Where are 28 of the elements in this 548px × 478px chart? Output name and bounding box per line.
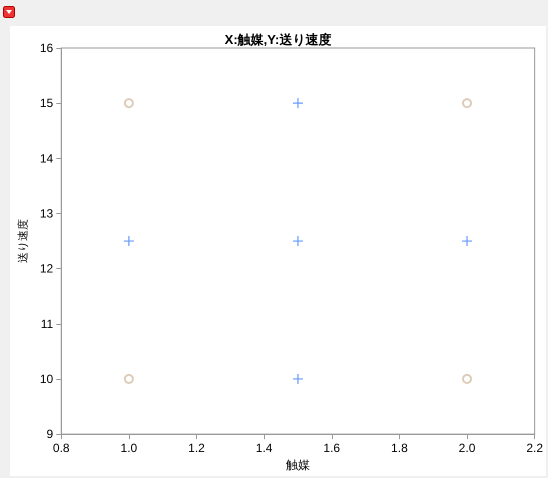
x-tick-label: 2.2 <box>526 441 544 456</box>
y-tick-label: 13 <box>40 206 54 220</box>
x-tick-label: 1.2 <box>188 441 206 456</box>
x-tick-label: 0.8 <box>52 441 70 456</box>
x-tick-label: 1.4 <box>256 441 273 456</box>
point <box>462 98 472 108</box>
x-tick-label: 1.8 <box>391 441 408 456</box>
y-tick-label: 16 <box>40 41 54 55</box>
x-tick-label: 1.6 <box>323 441 340 456</box>
point <box>124 98 134 108</box>
chart-title: X:触媒,Y:送り速度 <box>224 32 332 47</box>
x-tick-label: 2.0 <box>458 441 476 456</box>
point <box>462 374 472 384</box>
y-tick-label: 12 <box>40 262 54 276</box>
y-tick-label: 14 <box>40 151 54 166</box>
point <box>123 235 134 247</box>
x-tick-label: 1.0 <box>120 441 138 456</box>
point <box>292 98 304 109</box>
point <box>292 373 304 385</box>
y-tick-label: 9 <box>46 427 54 442</box>
y-tick-label: 11 <box>40 316 54 331</box>
x-axis-title: 触媒 <box>286 458 310 472</box>
point <box>461 235 473 247</box>
y-tick-label: 10 <box>40 372 54 386</box>
point <box>292 235 304 247</box>
y-axis-title: 送り速度 <box>16 219 30 264</box>
point <box>124 374 134 384</box>
y-tick-label: 15 <box>40 96 54 110</box>
